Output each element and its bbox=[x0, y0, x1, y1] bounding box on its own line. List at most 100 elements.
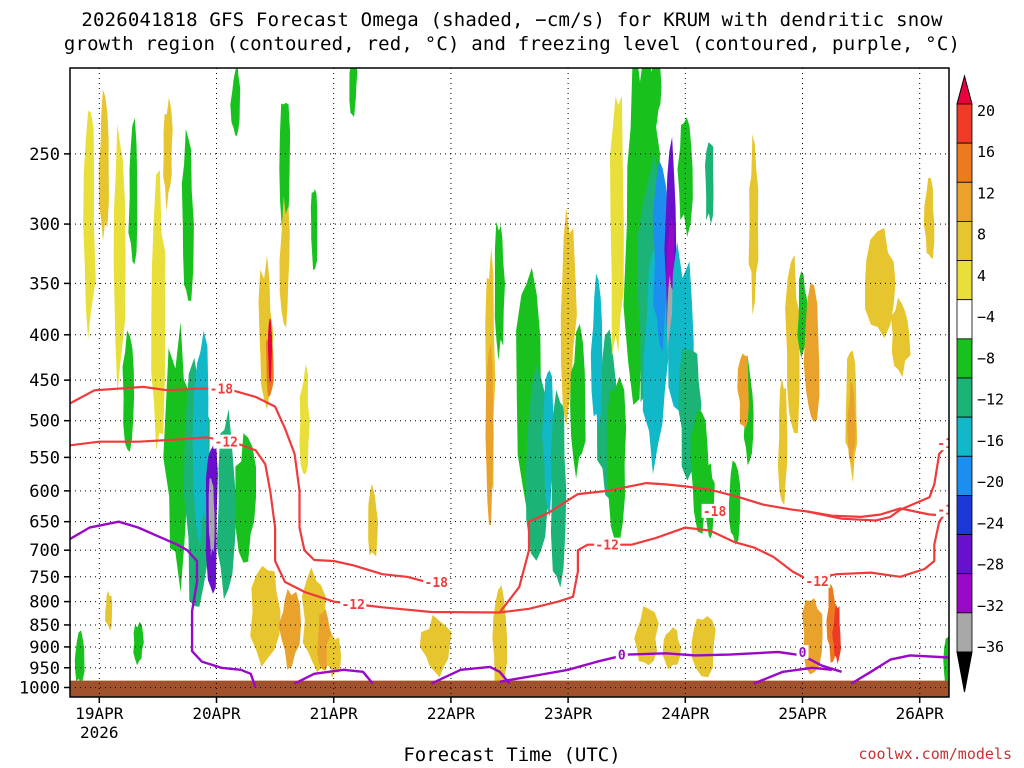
snow-growth-label-6: -12 bbox=[805, 575, 828, 590]
omega-shade-30 bbox=[419, 614, 452, 678]
y-tick-label-250: 250 bbox=[29, 145, 60, 165]
freezing-level-contour-line-5 bbox=[850, 654, 949, 685]
snow-growth-label-3: -12 bbox=[341, 598, 364, 613]
snow-label-bg-1 bbox=[213, 434, 240, 449]
snow-growth-label-0: -18 bbox=[210, 383, 234, 398]
omega-shade-5 bbox=[151, 170, 166, 451]
omega-shade-3 bbox=[128, 117, 138, 265]
omega-shade-20 bbox=[279, 195, 290, 328]
omega-shade-22 bbox=[278, 588, 301, 670]
colorbar-label-11: −28 bbox=[977, 556, 1004, 574]
colorbar-label-13: −36 bbox=[977, 638, 1004, 656]
omega-shade-59 bbox=[729, 460, 741, 545]
y-tick-label-800: 800 bbox=[29, 593, 60, 613]
colorbar-label-1: 16 bbox=[977, 143, 995, 161]
colorbar-label-4: 4 bbox=[977, 267, 986, 285]
omega-shade-27 bbox=[310, 189, 318, 271]
y-tick-label-900: 900 bbox=[29, 638, 60, 658]
colorbar-label-2: 12 bbox=[977, 185, 995, 203]
omega-shade-56 bbox=[690, 409, 710, 534]
omega-shade-37 bbox=[542, 370, 555, 517]
credit-text: coolwx.com/models bbox=[858, 745, 1012, 763]
y-tick-label-500: 500 bbox=[29, 412, 60, 432]
snow-growth-label-4: -18 bbox=[703, 505, 727, 520]
omega-shade-63 bbox=[691, 616, 716, 678]
x-axis-label: Forecast Time (UTC) bbox=[403, 744, 621, 766]
freezing-label-bg-1 bbox=[796, 645, 809, 660]
snow-growth-contour-line-1 bbox=[70, 436, 657, 614]
y-tick-label-700: 700 bbox=[29, 541, 60, 561]
omega-shade-0 bbox=[83, 110, 96, 340]
omega-shade-83 bbox=[993, 114, 1003, 225]
omega-shade-68 bbox=[785, 254, 800, 434]
snow-growth-contour-line-2 bbox=[498, 482, 949, 614]
colorbar-segment-10 bbox=[956, 495, 973, 535]
y-tick-label-950: 950 bbox=[29, 659, 60, 679]
omega-shade-29 bbox=[368, 483, 378, 557]
omega-shade-86 bbox=[133, 621, 144, 666]
omega-shade-28 bbox=[349, 68, 358, 117]
axes: 2503003504004505005506006507007508008509… bbox=[19, 67, 950, 742]
omega-shade-62 bbox=[662, 627, 681, 670]
snow-growth-label-2: -18 bbox=[425, 576, 449, 591]
y-tick-label-650: 650 bbox=[29, 513, 60, 533]
plot-inner: -18 -12 -18 -12 -18 -12 -12 -18 -12 0 0 bbox=[70, 68, 1023, 697]
omega-shade-7 bbox=[181, 129, 194, 301]
omega-shade-26 bbox=[299, 363, 310, 475]
snow-growth-label-1: -12 bbox=[215, 436, 238, 451]
x-tick-label-4: 23APR bbox=[544, 704, 593, 723]
ground-terrain bbox=[70, 680, 949, 697]
snow-label-bg-7 bbox=[936, 436, 949, 451]
snow-growth-label-5: -12 bbox=[595, 539, 618, 554]
snow-label-bg-4 bbox=[701, 503, 728, 518]
omega-shade-77 bbox=[890, 297, 911, 377]
y-tick-label-350: 350 bbox=[29, 274, 60, 294]
omega-shade-84 bbox=[1012, 204, 1023, 328]
colorbar-segment-1 bbox=[956, 142, 973, 183]
omega-shade-87 bbox=[105, 590, 113, 631]
omega-shade-32 bbox=[485, 343, 494, 526]
omega-shade-13 bbox=[216, 409, 237, 600]
snow-label-bg-5 bbox=[594, 537, 621, 552]
omega-shade-75 bbox=[847, 382, 856, 467]
colorbar-segment-0 bbox=[956, 103, 973, 144]
colorbar-bottom-arrow bbox=[956, 651, 973, 693]
colorbar-label-3: 8 bbox=[977, 226, 986, 244]
x-tick-label-3: 22APR bbox=[427, 704, 476, 723]
y-tick-label-300: 300 bbox=[29, 215, 60, 235]
colorbar-label-6: −8 bbox=[977, 349, 995, 367]
y-tick-label-550: 550 bbox=[29, 448, 60, 468]
omega-shade-42 bbox=[590, 273, 603, 428]
freezing-level-contour-line-0 bbox=[70, 520, 257, 688]
colorbar-segment-2 bbox=[956, 181, 973, 222]
omega-shade-80 bbox=[943, 634, 949, 695]
colorbar-segment-7 bbox=[956, 377, 973, 418]
colorbar-label-10: −24 bbox=[977, 514, 1004, 532]
colorbar-label-0: 20 bbox=[977, 102, 995, 120]
x-tick-label-2: 21APR bbox=[310, 704, 359, 723]
omega-shade-1 bbox=[98, 89, 109, 242]
omega-shade-19 bbox=[279, 102, 291, 243]
x-tick-label-1: 20APR bbox=[192, 704, 241, 723]
colorbar-segment-12 bbox=[956, 573, 973, 614]
snow-growth-contour-line-0 bbox=[70, 385, 427, 583]
omega-shade-15 bbox=[230, 68, 241, 136]
colorbar-segment-9 bbox=[956, 455, 973, 496]
omega-shade-78 bbox=[923, 177, 935, 260]
colorbar-top-arrow bbox=[956, 74, 973, 105]
colorbar-label-7: −12 bbox=[977, 391, 1004, 409]
plot-frame bbox=[69, 67, 950, 698]
snow-growth-label-8: -12 bbox=[937, 504, 960, 519]
colorbar-segment-4 bbox=[956, 260, 973, 301]
omega-shade-57 bbox=[705, 142, 714, 225]
omega-shade-14 bbox=[235, 433, 256, 563]
omega-shade-71 bbox=[802, 598, 823, 675]
omega-shade-70 bbox=[803, 283, 820, 422]
freezing-level-contour-line-4 bbox=[753, 666, 832, 685]
omega-shade-39 bbox=[560, 207, 577, 426]
colorbar: 20 16 12 8 4 −4 −8 −12 −16 −20 −24 −28 −32 −36 bbox=[956, 74, 1004, 693]
colorbar-segment-5 bbox=[956, 299, 973, 340]
omega-shade-61 bbox=[634, 606, 659, 666]
